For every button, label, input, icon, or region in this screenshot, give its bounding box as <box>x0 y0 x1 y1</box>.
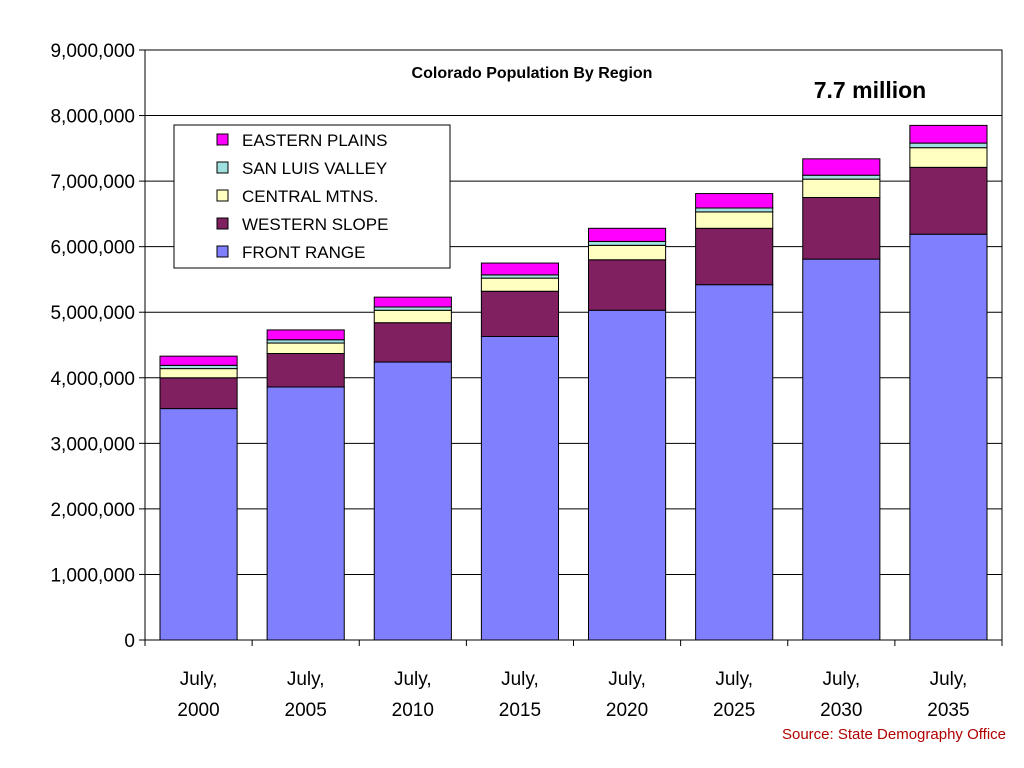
bar-segment <box>587 259 667 311</box>
bar-segment <box>480 335 560 641</box>
x-tick-label: July, <box>608 669 646 690</box>
bar-segment <box>373 322 452 363</box>
y-tick-label: 0 <box>124 631 135 652</box>
bar-segment <box>695 207 774 213</box>
legend-swatch <box>216 161 229 174</box>
x-tick-label: 2010 <box>392 700 434 721</box>
x-tick-label: July, <box>180 669 218 690</box>
chart-title: Colorado Population By Region <box>412 65 653 82</box>
y-tick-label: 5,000,000 <box>50 303 135 324</box>
bar-segment <box>480 262 560 276</box>
legend-label: SAN LUIS VALLEY <box>242 159 387 178</box>
bar-segment <box>480 290 560 337</box>
bar-segment <box>802 197 881 260</box>
legend-swatch <box>216 245 229 258</box>
legend-label: CENTRAL MTNS. <box>242 187 378 206</box>
bar-segment <box>480 277 560 292</box>
bar-segment <box>266 386 345 641</box>
bar-segment <box>695 227 774 286</box>
y-tick-label: 2,000,000 <box>50 500 135 521</box>
bar-segment <box>266 353 345 388</box>
legend-label: EASTERN PLAINS <box>242 131 388 150</box>
x-tick-label: 2030 <box>820 700 862 721</box>
x-tick-label: 2005 <box>285 700 327 721</box>
x-tick-label: 2015 <box>499 700 541 721</box>
bar-segment <box>159 368 238 379</box>
y-tick-label: 9,000,000 <box>50 41 135 62</box>
bar-segment <box>587 240 667 246</box>
bar-segment <box>587 227 667 242</box>
bar-segment <box>159 377 238 410</box>
bar-segment <box>909 233 988 641</box>
legend-swatch <box>216 133 229 146</box>
y-tick-label: 6,000,000 <box>50 238 135 259</box>
x-tick-label: July, <box>287 669 325 690</box>
bar-segment <box>802 158 881 176</box>
bars <box>159 124 988 641</box>
bar-segment <box>159 408 238 641</box>
bar-segment <box>695 284 774 641</box>
y-tick-label: 7,000,000 <box>50 172 135 193</box>
x-tick-label: July, <box>394 669 432 690</box>
bar-segment <box>266 342 345 355</box>
x-tick-label: July, <box>501 669 539 690</box>
x-tick-label: 2035 <box>927 700 969 721</box>
axes: 0 1,000,000 2,000,000 3,000,000 4,000,000 5,0… <box>50 41 1003 721</box>
x-tick-label: 2000 <box>177 700 219 721</box>
bar-segment <box>695 211 774 229</box>
bar-segment <box>159 355 238 366</box>
bar-segment <box>909 142 988 149</box>
bar-segment <box>909 147 988 168</box>
bar-segment <box>266 329 345 341</box>
legend-swatch <box>216 189 229 202</box>
bar-segment <box>373 296 452 308</box>
x-tick-label: July, <box>822 669 860 690</box>
bar-segment <box>373 309 452 324</box>
bar-segment <box>802 174 881 180</box>
bar-segment <box>909 124 988 144</box>
y-tick-label: 8,000,000 <box>50 107 135 128</box>
bar-segment <box>587 244 667 261</box>
bar-segment <box>587 309 667 641</box>
legend-label: FRONT RANGE <box>242 243 365 262</box>
x-tick-label: 2025 <box>713 700 755 721</box>
bar-segment <box>909 166 988 235</box>
source-note: Source: State Demography Office <box>782 726 1006 743</box>
bar-segment <box>373 361 452 641</box>
legend: EASTERN PLAINS SAN LUIS VALLEY CENTRAL MTN… <box>173 124 451 269</box>
legend-swatch <box>216 217 229 230</box>
total-annotation: 7.7 million <box>814 77 926 103</box>
x-tick-label: 2020 <box>606 700 648 721</box>
bar-segment <box>802 178 881 198</box>
y-tick-label: 1,000,000 <box>50 565 135 586</box>
x-tick-label: July, <box>930 669 968 690</box>
bar-segment <box>802 258 881 641</box>
y-tick-label: 4,000,000 <box>50 369 135 390</box>
bar-segment <box>695 193 774 209</box>
legend-label: WESTERN SLOPE <box>242 215 388 234</box>
x-tick-label: July, <box>715 669 753 690</box>
y-tick-label: 3,000,000 <box>50 434 135 455</box>
